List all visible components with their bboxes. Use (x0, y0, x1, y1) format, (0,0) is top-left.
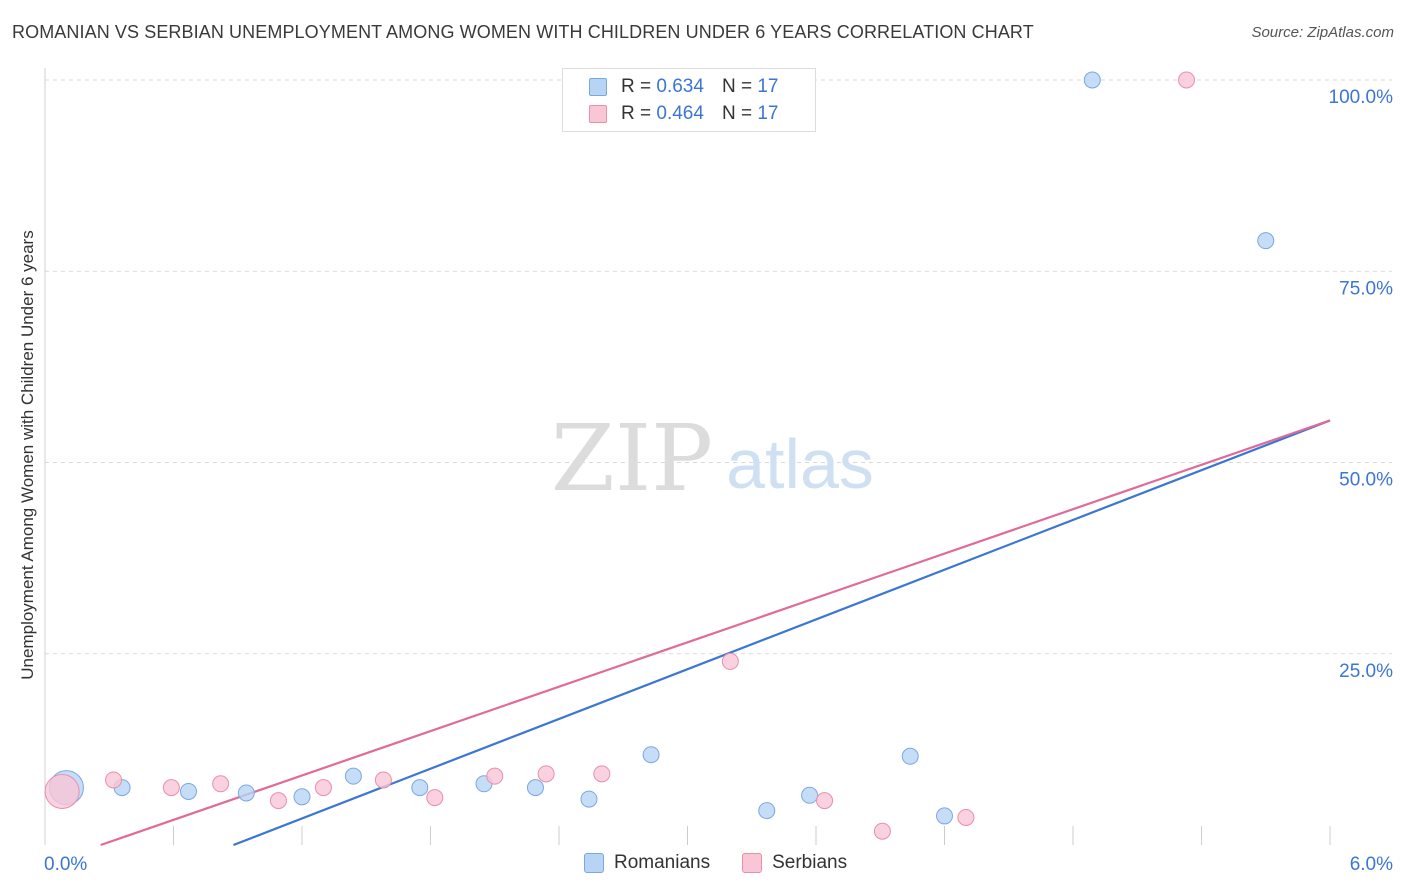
swatch-serbians (742, 853, 763, 873)
point-romanians (1257, 232, 1275, 250)
legend-n-label: N = (721, 103, 753, 124)
legend-n-value: 17 (757, 76, 779, 97)
point-serbians (374, 771, 392, 789)
grid-lines (44, 68, 1392, 845)
x-tick-label: 0.0% (44, 854, 87, 875)
y-axis-label: Unemployment Among Women with Children U… (18, 230, 37, 680)
point-serbians (486, 767, 504, 785)
point-serbians (957, 808, 975, 826)
legend-r-label: R = (621, 76, 652, 97)
point-romanians (936, 807, 953, 825)
x-tick-label: 6.0% (1350, 854, 1393, 875)
point-serbians (212, 775, 230, 793)
point-romanians (901, 747, 919, 765)
point-romanians (411, 779, 429, 797)
point-romanians (293, 788, 311, 806)
point-romanians (1083, 71, 1101, 89)
legend-item-romanians[interactable]: Romanians (584, 852, 710, 874)
x-tick-labels: 0.0% 6.0% (44, 854, 1393, 875)
series-legend: Romanians Serbians (584, 852, 879, 874)
legend-label-serbians: Serbians (772, 852, 848, 873)
point-serbians (44, 773, 80, 809)
source-note: Source: ZipAtlas.com (1251, 24, 1394, 41)
point-serbians (537, 765, 555, 783)
y-tick-label: 50.0% (1339, 470, 1393, 491)
trend-lines (100, 419, 1331, 847)
point-serbians (105, 771, 123, 789)
legend-n-value: 17 (757, 103, 779, 124)
y-tick-label: 25.0% (1339, 661, 1393, 682)
legend-item-serbians[interactable]: Serbians (742, 852, 847, 874)
correlation-legend: R = 0.634 N = 17 R = 0.464 N = 17 (562, 68, 816, 132)
legend-r-value: 0.464 (656, 103, 704, 124)
watermark: ZIP atlas (551, 405, 874, 512)
chart-title: ROMANIAN VS SERBIAN UNEMPLOYMENT AMONG W… (12, 22, 1034, 42)
swatch-romanians (584, 853, 604, 873)
point-serbians (816, 792, 834, 810)
point-serbians (593, 765, 611, 783)
point-serbians (873, 822, 891, 840)
x-axis-ticks (173, 826, 1331, 845)
legend-r-value: 0.634 (656, 76, 704, 97)
y-tick-label: 100.0% (1329, 87, 1394, 108)
legend-swatch-romanians (589, 78, 607, 96)
point-romanians (526, 779, 544, 797)
point-romanians (179, 782, 197, 800)
legend-swatch-serbians (589, 105, 607, 123)
point-romanians (237, 784, 255, 802)
legend-row-romanians: R = 0.634 N = 17 (589, 75, 778, 99)
watermark-atlas: atlas (726, 425, 874, 503)
y-tick-labels: 25.0% 50.0% 75.0% 100.0% (1329, 87, 1394, 682)
point-serbians (162, 779, 180, 797)
legend-n-label: N = (721, 76, 753, 97)
legend-row-serbians: R = 0.464 N = 17 (589, 102, 778, 126)
point-romanians (580, 790, 598, 808)
watermark-zip: ZIP (551, 405, 713, 512)
point-romanians (642, 746, 660, 764)
point-serbians (426, 789, 444, 807)
point-romanians (801, 786, 819, 804)
trend-line-serbians (100, 419, 1331, 847)
legend-r-label: R = (621, 103, 652, 124)
point-serbians (1178, 71, 1196, 89)
trend-line-romanians (233, 419, 1331, 847)
point-romanians (344, 767, 362, 785)
y-tick-label: 75.0% (1339, 278, 1393, 299)
point-serbians (314, 779, 332, 797)
point-serbians (269, 792, 287, 810)
point-serbians (721, 652, 739, 670)
legend-label-romanians: Romanians (614, 852, 711, 873)
point-romanians (758, 802, 776, 820)
